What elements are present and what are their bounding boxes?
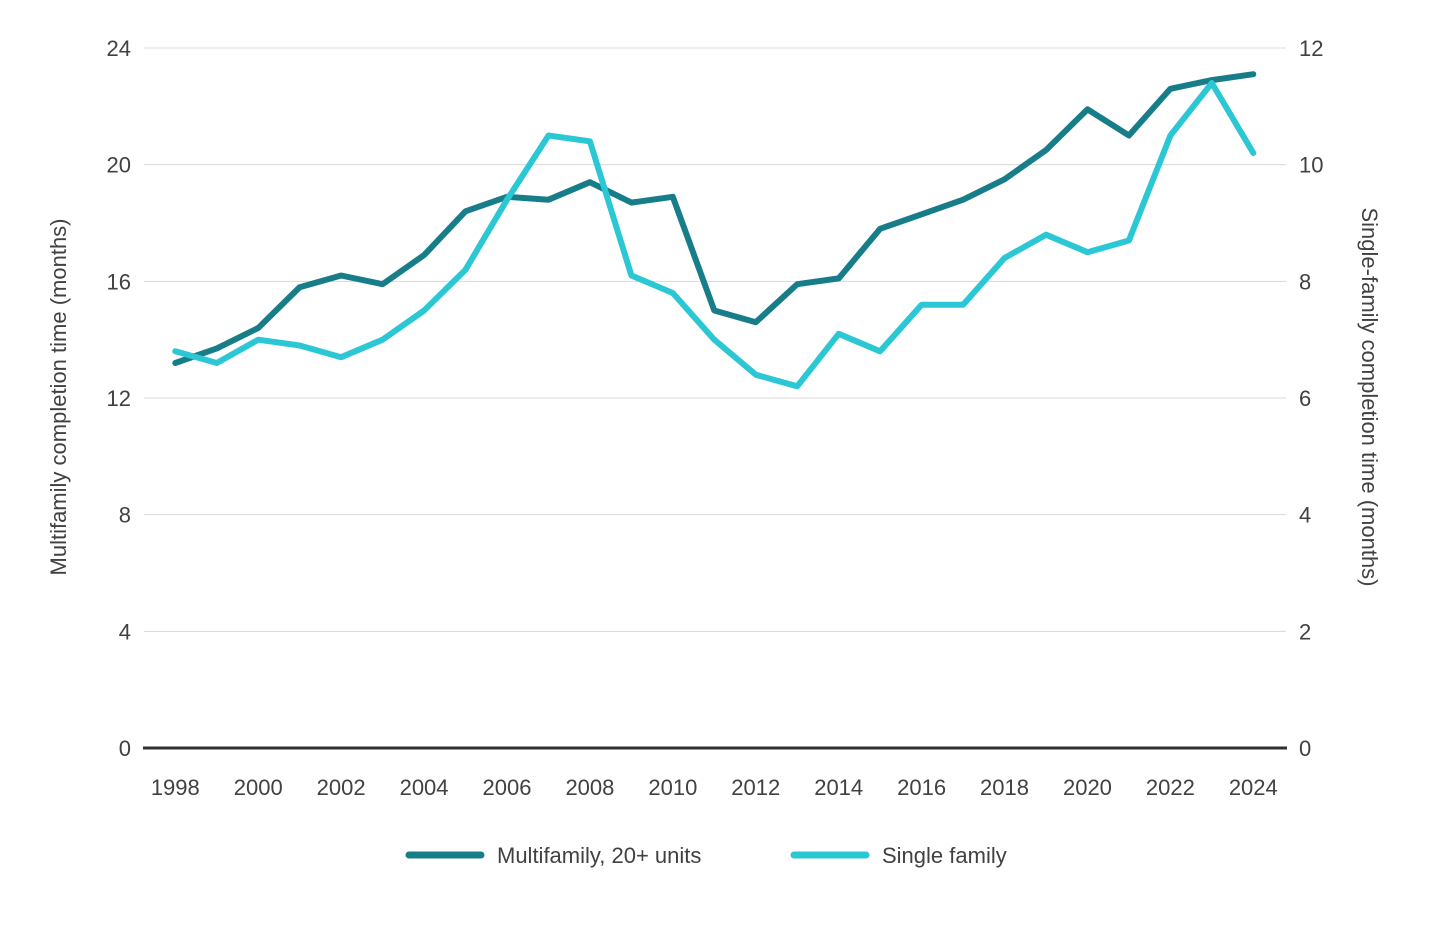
x-axis-tick-label: 2016 xyxy=(897,775,946,800)
left-axis-tick-label: 20 xyxy=(107,153,131,178)
right-axis-tick-labels: 0 2 4 6 8 10 12 xyxy=(1299,36,1323,761)
x-axis-tick-labels: 1998 2000 2002 2004 2006 2008 2010 2012 2014 2016… xyxy=(151,775,1278,800)
gridlines xyxy=(144,47,1286,632)
left-axis-tick-label: 8 xyxy=(119,503,131,528)
left-axis-tick-label: 12 xyxy=(107,386,131,411)
single-family-line xyxy=(172,80,1257,390)
x-axis-tick-label: 2012 xyxy=(731,775,780,800)
right-axis-tick-label: 12 xyxy=(1299,36,1323,61)
legend-item-multifamily: Multifamily, 20+ units xyxy=(405,843,701,868)
x-axis-tick-label: 2008 xyxy=(565,775,614,800)
legend: Multifamily, 20+ units Single family xyxy=(405,843,1007,868)
x-axis-tick-label: 2020 xyxy=(1063,775,1112,800)
multifamily-line xyxy=(172,71,1257,366)
legend-label-single-family: Single family xyxy=(882,843,1007,868)
x-axis-tick-label: 2024 xyxy=(1229,775,1278,800)
right-axis-tick-label: 4 xyxy=(1299,503,1311,528)
left-axis-tick-labels: 0 4 8 12 16 20 24 xyxy=(107,36,131,761)
right-axis-tick-label: 6 xyxy=(1299,386,1311,411)
x-axis-tick-label: 2022 xyxy=(1146,775,1195,800)
right-axis-tick-label: 2 xyxy=(1299,619,1311,644)
right-axis-tick-label: 0 xyxy=(1299,736,1311,761)
right-axis-title: Single-family completion time (months) xyxy=(1357,207,1382,586)
x-axis-tick-label: 2014 xyxy=(814,775,863,800)
right-axis-tick-label: 8 xyxy=(1299,269,1311,294)
legend-label-multifamily: Multifamily, 20+ units xyxy=(497,843,701,868)
left-axis-tick-label: 24 xyxy=(107,36,131,61)
x-axis-tick-label: 1998 xyxy=(151,775,200,800)
x-axis-tick-label: 2004 xyxy=(400,775,449,800)
data-series-lines xyxy=(172,71,1257,390)
left-axis-tick-label: 16 xyxy=(107,269,131,294)
left-axis-tick-label: 0 xyxy=(119,736,131,761)
x-axis-tick-label: 2018 xyxy=(980,775,1029,800)
right-axis-tick-label: 10 xyxy=(1299,153,1323,178)
left-axis-tick-label: 4 xyxy=(119,619,131,644)
x-axis-tick-label: 2006 xyxy=(483,775,532,800)
x-axis-tick-label: 2000 xyxy=(234,775,283,800)
legend-item-single-family: Single family xyxy=(790,843,1007,868)
left-axis-title: Multifamily completion time (months) xyxy=(46,219,71,576)
x-axis-tick-label: 2002 xyxy=(317,775,366,800)
x-axis-tick-label: 2010 xyxy=(648,775,697,800)
